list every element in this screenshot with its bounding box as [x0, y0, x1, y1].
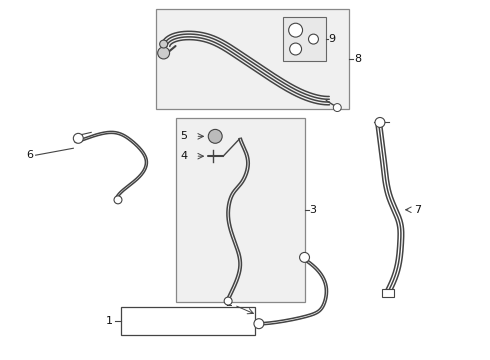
Text: 5: 5 [180, 131, 188, 141]
Text: 6: 6 [26, 150, 34, 160]
Circle shape [333, 104, 341, 112]
Text: 4: 4 [180, 151, 188, 161]
Bar [121, 307, 255, 335]
Circle shape [309, 34, 318, 44]
Bar [156, 9, 349, 109]
Bar [382, 289, 394, 297]
Text: 1: 1 [106, 316, 113, 326]
Bar [175, 118, 305, 302]
Circle shape [114, 196, 122, 204]
Circle shape [299, 252, 310, 262]
Circle shape [208, 129, 222, 143]
Text: 8: 8 [354, 54, 361, 64]
Circle shape [224, 297, 232, 305]
Text: 7: 7 [414, 205, 421, 215]
Circle shape [160, 40, 168, 48]
Bar [283, 17, 326, 61]
Circle shape [74, 133, 83, 143]
Text: 3: 3 [310, 205, 317, 215]
Text: 2: 2 [225, 298, 232, 308]
Circle shape [158, 47, 170, 59]
Text: 9: 9 [328, 34, 336, 44]
Circle shape [375, 117, 385, 127]
Circle shape [289, 23, 302, 37]
Circle shape [254, 319, 264, 329]
Circle shape [290, 43, 301, 55]
